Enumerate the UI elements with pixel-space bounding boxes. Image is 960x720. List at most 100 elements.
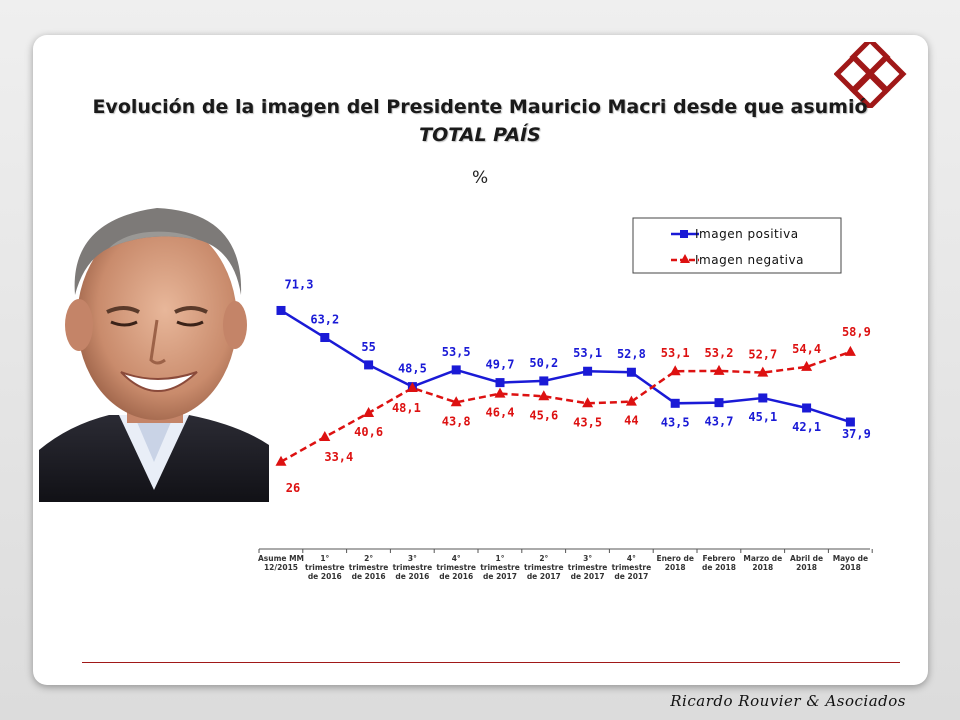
positive-point [626,367,636,377]
negative-data-label: 53,2 [705,346,734,360]
x-tick-label: Asume MM 12/2015 [258,554,304,572]
x-tick-label-line: 4° [627,554,636,563]
positive-data-label: 52,8 [617,347,646,361]
negative-point [450,396,462,407]
positive-data-label: 48,5 [398,362,427,376]
legend-negative-marker [680,254,690,263]
x-tick-label-line: 1° [320,554,329,563]
x-tick-label: 2° trimestre de 2016 [349,554,389,581]
x-tick-label-line: Mayo de [833,554,868,563]
x-tick-label-line: de 2016 [308,572,342,581]
negative-point [713,364,725,375]
positive-data-label: 53,5 [442,345,471,359]
negative-data-label: 44 [624,414,638,428]
x-tick-label-line: Febrero [703,554,736,563]
positive-data-label: 42,1 [792,420,821,434]
x-tick-label-line: 1° [496,554,505,563]
positive-point [539,376,549,386]
negative-data-label: 45,6 [529,408,558,422]
positive-data-label: 37,9 [842,427,871,441]
x-tick-label-line: trimestre [524,563,564,572]
x-tick-label-line: de 2016 [439,572,473,581]
x-tick-label-line: de 2018 [702,563,736,572]
rouvier-logo-icon [834,42,907,108]
x-tick-label-line: 4° [452,554,461,563]
negative-point [406,381,418,392]
x-tick-label-line: 2018 [796,563,817,572]
x-tick-label: Abril de 2018 [790,554,823,572]
chart-title: Evolución de la imagen del Presidente Ma… [92,96,868,118]
positive-point [714,398,724,408]
positive-point [583,366,593,376]
x-tick-label: 3° trimestre de 2017 [568,554,608,581]
x-tick-label-line: 12/2015 [264,563,298,572]
negative-data-label: 58,9 [842,325,871,339]
positive-data-label: 43,7 [705,415,734,429]
x-tick-label: 2° trimestre de 2017 [524,554,564,581]
x-tick-label-line: de 2017 [527,572,561,581]
negative-data-label: 48,1 [392,401,421,415]
chart-subtitle: TOTAL PAÍS [419,124,541,146]
negative-data-label: 40,6 [354,425,383,439]
x-tick-label: 1° trimestre de 2017 [480,554,520,581]
x-tick-label-line: 2018 [752,563,773,572]
positive-series-line [280,309,851,424]
x-tick-label-line: trimestre [480,563,520,572]
x-tick-label-line: 3° [583,554,592,563]
x-tick-label: Mayo de 2018 [833,554,868,572]
x-tick-label: Enero de 2018 [656,554,693,572]
negative-point [801,360,813,371]
negative-point [363,406,375,417]
negative-data-label: 33,4 [324,450,353,464]
negative-point [844,345,856,356]
x-tick-label-line: 2° [364,554,373,563]
positive-point [758,393,768,403]
x-tick-label: Febrero de 2018 [702,554,736,572]
positive-data-label: 45,1 [748,410,777,424]
x-tick-label: 3° trimestre de 2016 [393,554,433,581]
x-tick-label-line: trimestre [305,563,345,572]
x-tick-label-line: trimestre [393,563,433,572]
president-portrait [39,200,269,502]
negative-point [319,431,331,442]
negative-point [669,365,681,376]
x-tick-label-line: trimestre [568,563,608,572]
x-tick-label-line: Asume MM [258,554,304,563]
negative-data-label: 54,4 [792,342,821,356]
negative-data-label: 53,1 [661,346,690,360]
negative-point [582,397,594,408]
brand-name: Ricardo Rouvier & Asociados [670,692,906,710]
positive-data-label: 63,2 [310,313,339,327]
x-tick-label-line: Enero de [656,554,693,563]
x-tick-label-line: 2° [539,554,548,563]
x-tick-label-line: Marzo de [743,554,782,563]
x-tick-label-line: Abril de [790,554,823,563]
positive-point [364,360,374,370]
negative-point [275,455,287,466]
x-tick-label: 1° trimestre de 2016 [305,554,345,581]
negative-point [538,390,550,401]
positive-point [802,403,812,413]
negative-point [494,387,506,398]
positive-data-label: 55 [361,340,375,354]
negative-point [625,395,637,406]
positive-data-label: 53,1 [573,346,602,360]
positive-data-label: 49,7 [486,358,515,372]
x-tick-label: 4° trimestre de 2016 [436,554,476,581]
x-tick-label-line: trimestre [436,563,476,572]
negative-data-label: 26 [286,481,300,495]
x-tick-label: 4° trimestre de 2017 [612,554,652,581]
positive-point [845,417,855,427]
positive-point [495,378,505,388]
negative-data-label: 43,8 [442,414,471,428]
x-tick-label-line: de 2017 [571,572,605,581]
footer-divider [82,662,900,663]
negative-data-label: 46,4 [486,406,515,420]
legend-negative-label: Imagen negativa [695,253,804,267]
legend-box [632,217,842,274]
legend-positive-label: Imagen positiva [695,227,799,241]
x-tick-label-line: de 2017 [483,572,517,581]
x-tick-label-line: 2018 [840,563,861,572]
negative-data-label: 43,5 [573,415,602,429]
